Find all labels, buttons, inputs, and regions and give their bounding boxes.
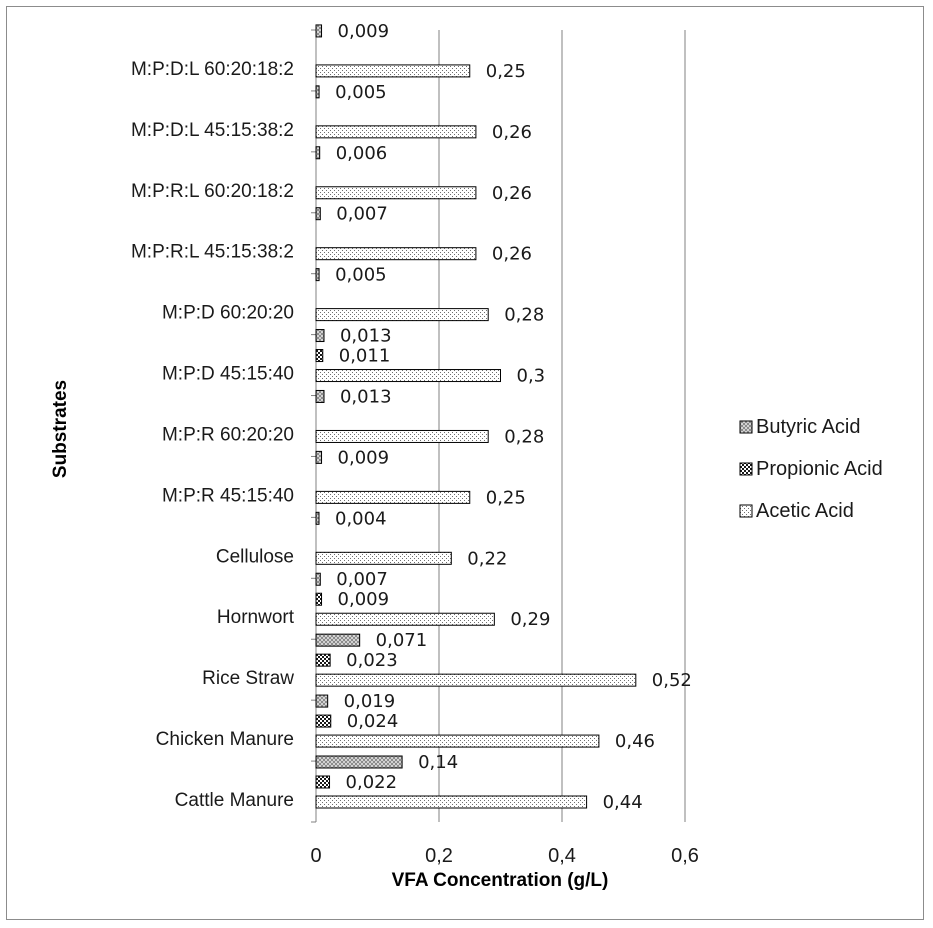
bar-butyric-acid (315, 207, 321, 221)
data-label: 0,024 (347, 711, 399, 732)
legend-label: Propionic Acid (756, 458, 883, 480)
data-label: 0,22 (467, 548, 507, 569)
bar-acetic-acid (315, 125, 477, 139)
bar-acetic-acid (315, 64, 471, 78)
legend-swatch (739, 462, 753, 476)
chart-frame (6, 6, 924, 920)
bar-butyric-acid (315, 694, 329, 708)
category-label: M:P:R 45:15:40 (162, 485, 294, 506)
bar-butyric-acid (315, 146, 321, 160)
data-label: 0,25 (486, 487, 526, 508)
bar-butyric-acid (315, 633, 361, 647)
category-label: M:P:D:L 60:20:18:2 (131, 59, 294, 80)
category-label: Cattle Manure (175, 790, 294, 811)
category-label: M:P:R:L 60:20:18:2 (131, 181, 294, 202)
bar-butyric-acid (315, 572, 321, 586)
data-label: 0,29 (510, 609, 550, 630)
bar-acetic-acid (315, 308, 489, 322)
x-tick-labels: 0 0,2 0,4 0,6 (310, 845, 698, 867)
data-label: 0,007 (336, 204, 388, 225)
data-label: 0,44 (603, 792, 643, 813)
bar-butyric-acid (315, 511, 320, 525)
bars (315, 24, 637, 809)
axes (311, 29, 317, 823)
data-label: 0,005 (335, 265, 387, 286)
x-tick-label: 0,4 (548, 845, 576, 867)
data-label: 0,009 (338, 447, 390, 468)
bar-butyric-acid (315, 85, 320, 99)
data-label: 0,28 (504, 426, 544, 447)
data-label: 0,26 (492, 183, 532, 204)
bar-butyric-acid (315, 450, 323, 464)
category-label: M:P:D:L 45:15:38:2 (131, 120, 294, 141)
data-label: 0,28 (504, 305, 544, 326)
data-label: 0,3 (517, 366, 546, 387)
data-label: 0,009 (338, 589, 390, 610)
data-label: 0,023 (346, 650, 398, 671)
bar-butyric-acid (315, 755, 403, 769)
data-label: 0,005 (335, 82, 387, 103)
gridlines (438, 30, 686, 822)
bar-acetic-acid (315, 795, 588, 809)
data-label: 0,013 (340, 386, 392, 407)
data-label: 0,011 (339, 346, 391, 367)
data-label: 0,019 (344, 691, 396, 712)
bar-acetic-acid (315, 673, 637, 687)
legend-swatch (739, 504, 753, 518)
bar-acetic-acid (315, 551, 452, 565)
data-label: 0,022 (346, 772, 398, 793)
bar-acetic-acid (315, 490, 471, 504)
category-label: M:P:R 60:20:20 (162, 424, 294, 445)
category-label: Cellulose (216, 546, 294, 567)
data-label: 0,013 (340, 326, 392, 347)
y-axis-title: Substrates (50, 380, 71, 478)
x-tick-label: 0,6 (671, 845, 699, 867)
bar-propionic-acid (315, 349, 324, 363)
category-label: M:P:R:L 45:15:38:2 (131, 242, 294, 263)
legend-label: Acetic Acid (756, 500, 854, 522)
bar-butyric-acid (315, 329, 325, 343)
data-label: 0,46 (615, 731, 655, 752)
category-label: M:P:D 60:20:20 (162, 303, 294, 324)
bar-acetic-acid (315, 247, 477, 261)
data-label: 0,006 (336, 143, 388, 164)
legend-label: Butyric Acid (756, 416, 860, 438)
legend: Butyric Acid Propionic Acid Acetic Acid (739, 416, 883, 522)
data-labels: 0,44 0,46 0,52 0,29 0,22 0,25 0,28 0,3 0,28 0,26 0… (335, 21, 692, 813)
bar-propionic-acid (315, 714, 332, 728)
bar-butyric-acid (315, 389, 325, 403)
bar-propionic-acid (315, 775, 331, 789)
x-tick-label: 0 (310, 845, 321, 867)
category-label: Rice Straw (202, 668, 294, 689)
category-label: M:P:D 45:15:40 (162, 364, 294, 385)
bar-acetic-acid (315, 369, 501, 383)
x-tick-label: 0,2 (425, 845, 453, 867)
data-label: 0,14 (418, 752, 458, 773)
bar-propionic-acid (315, 653, 331, 667)
data-label: 0,52 (652, 670, 692, 691)
data-label: 0,26 (492, 244, 532, 265)
data-label: 0,009 (338, 21, 390, 42)
bar-acetic-acid (315, 429, 489, 443)
x-axis-title: VFA Concentration (g/L) (392, 870, 609, 891)
bar-propionic-acid (315, 592, 323, 606)
category-label: Chicken Manure (156, 729, 294, 750)
data-label: 0,25 (486, 61, 526, 82)
category-label: Hornwort (217, 607, 295, 628)
bar-acetic-acid (315, 186, 477, 200)
data-label: 0,26 (492, 122, 532, 143)
data-label: 0,007 (336, 569, 388, 590)
category-labels: Cattle Manure Chicken Manure Rice Straw Hor… (131, 59, 295, 811)
bar-acetic-acid (315, 612, 495, 626)
bar-acetic-acid (315, 734, 600, 748)
legend-swatch (739, 420, 753, 434)
data-label: 0,071 (376, 630, 428, 651)
data-label: 0,004 (335, 508, 387, 529)
bar-butyric-acid (315, 24, 323, 38)
bar-butyric-acid (315, 268, 320, 282)
